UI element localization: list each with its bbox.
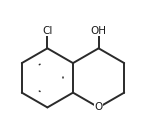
Text: Cl: Cl <box>42 26 53 36</box>
Text: O: O <box>94 102 103 112</box>
Text: OH: OH <box>91 26 107 36</box>
